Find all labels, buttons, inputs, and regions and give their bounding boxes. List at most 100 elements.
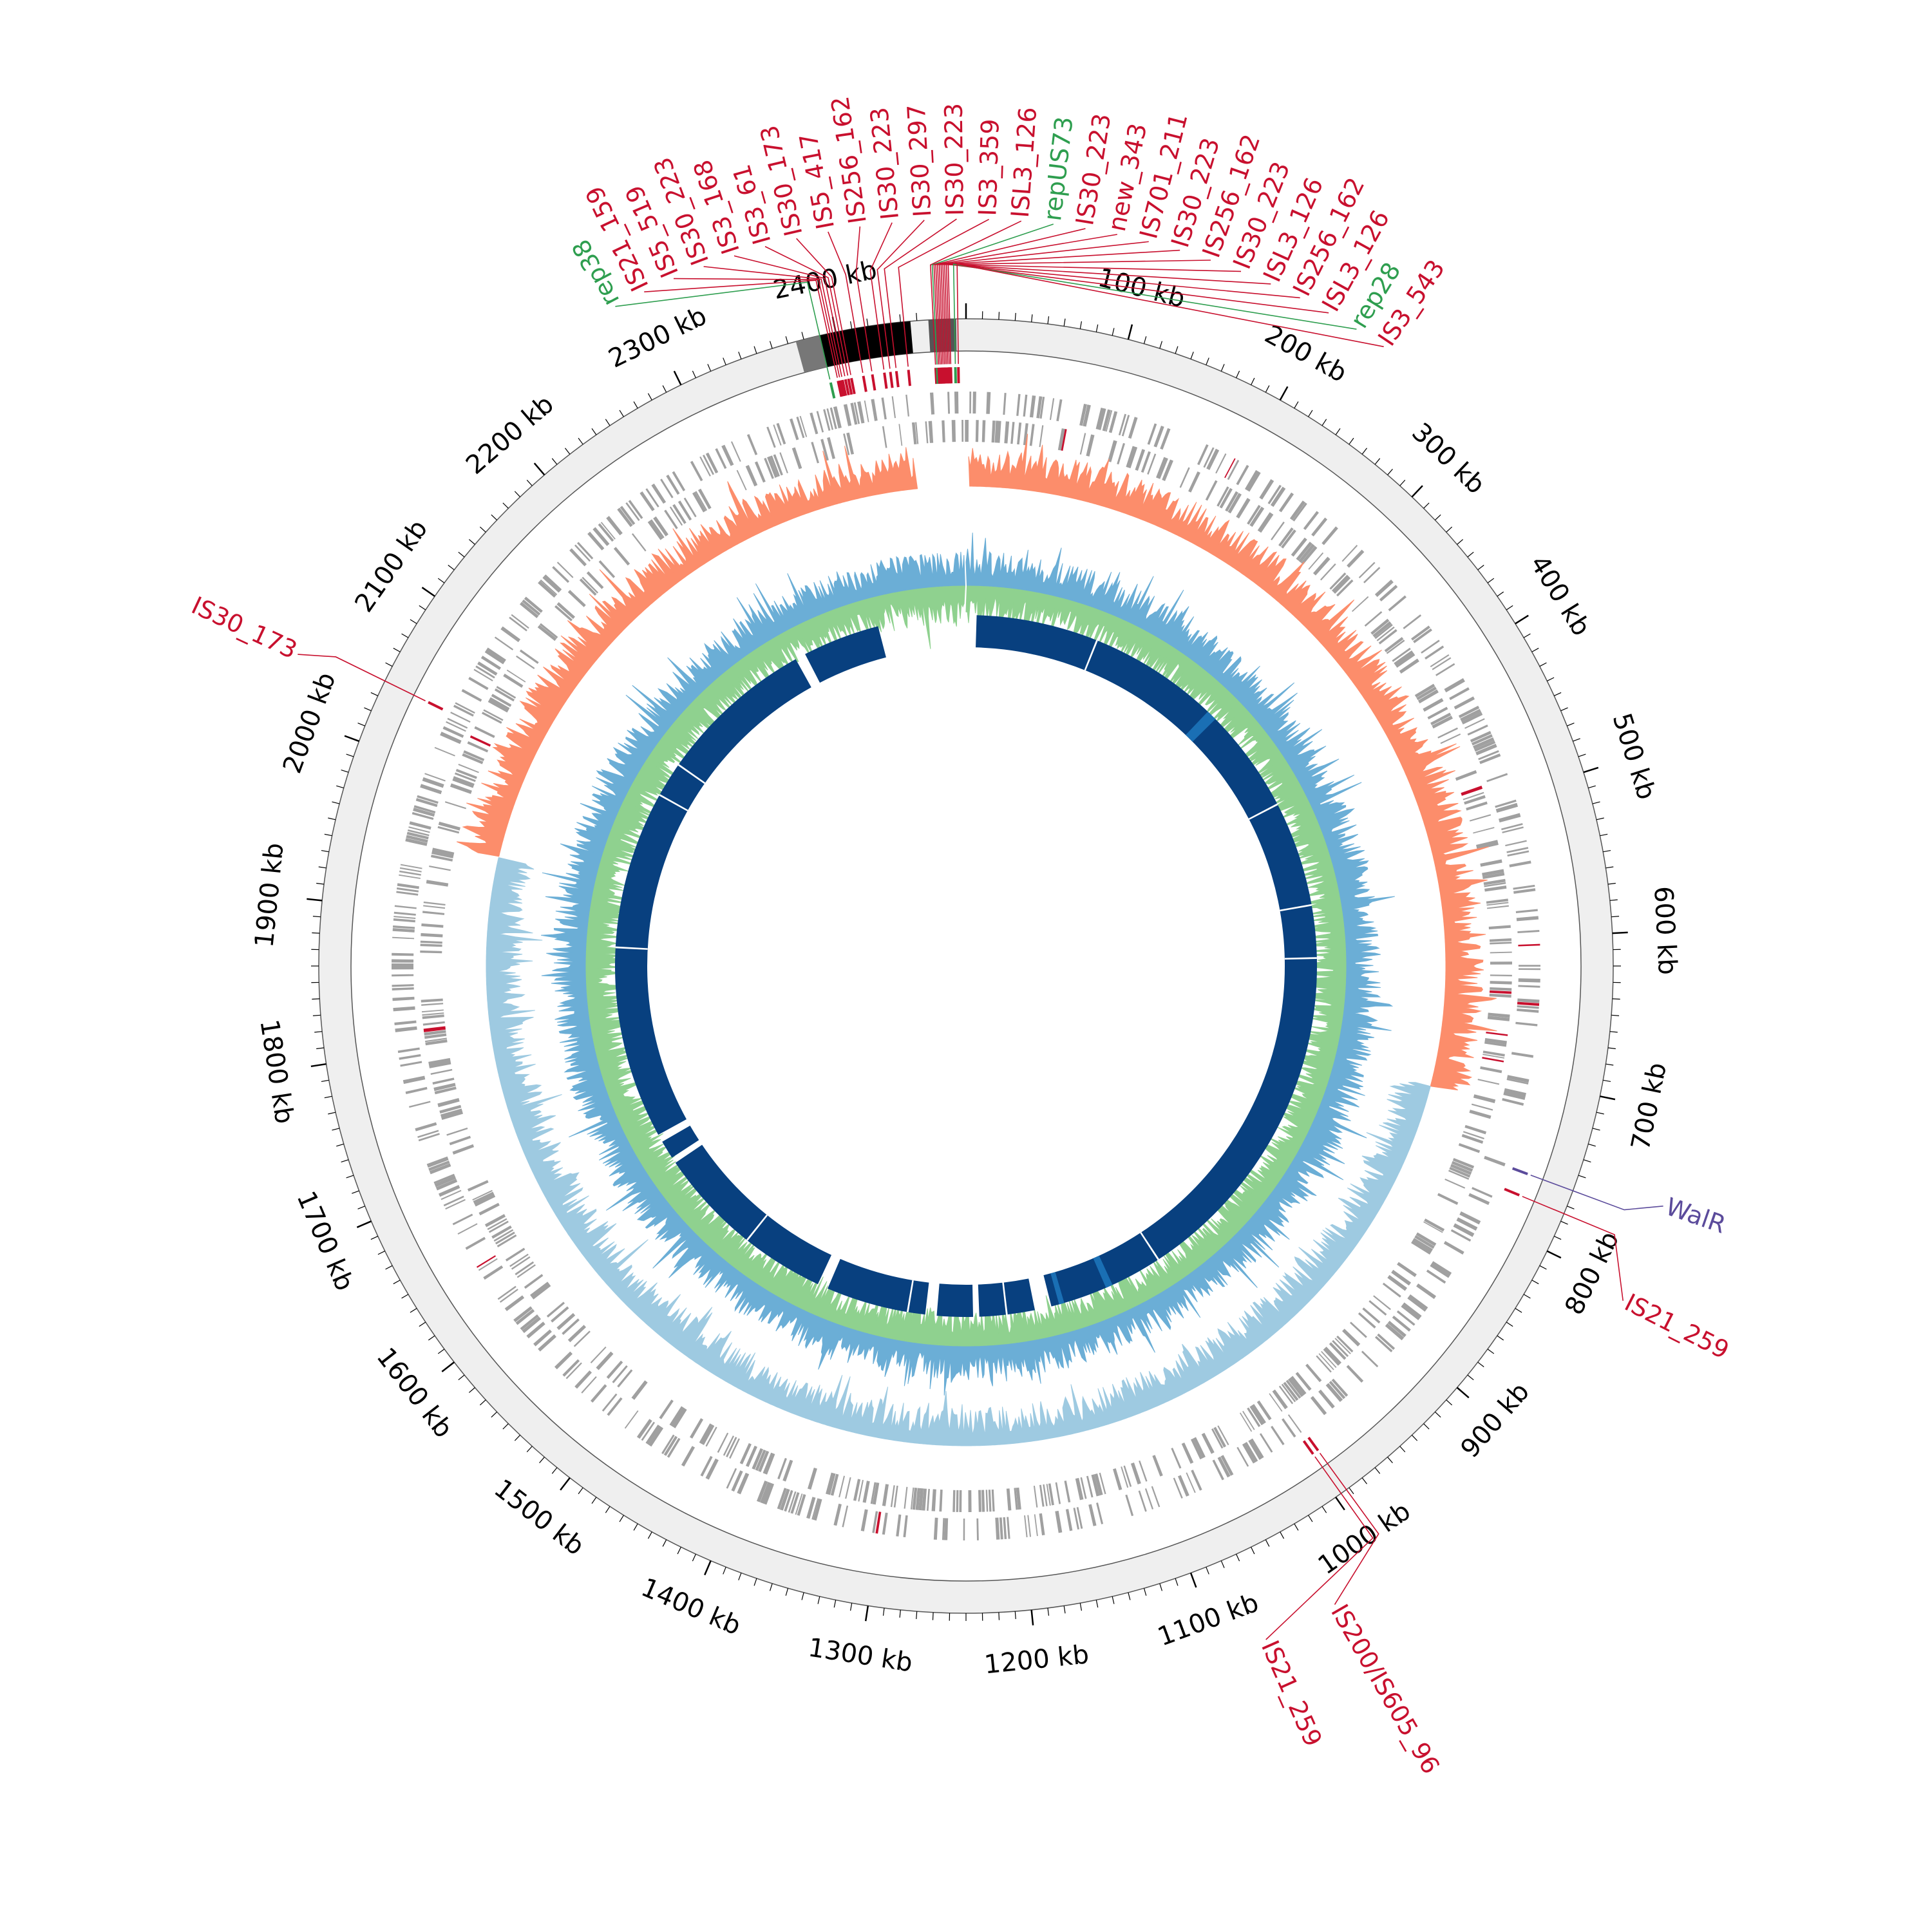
gene-block: [1123, 1465, 1132, 1487]
gene-block: [487, 1218, 507, 1231]
gene-block: [422, 1021, 445, 1026]
gene-block: [430, 1068, 453, 1075]
gene-block: [870, 1482, 876, 1504]
gene-block: [431, 850, 454, 858]
gene-block: [1094, 1473, 1103, 1496]
gene-block: [432, 1077, 455, 1085]
feature-marker: [883, 372, 888, 389]
gene-block: [1517, 1009, 1539, 1013]
minor-tick: [312, 916, 321, 918]
minor-tick: [1531, 1280, 1539, 1285]
gene-block: [758, 1450, 770, 1472]
gene-block: [397, 1047, 420, 1054]
gene-block: [1503, 1091, 1526, 1101]
gene-block: [394, 905, 417, 909]
minor-tick: [502, 502, 509, 509]
gene-block: [776, 422, 786, 445]
gene-block: [1430, 654, 1450, 668]
gene-block: [439, 1184, 460, 1197]
gene-block: [1308, 552, 1324, 570]
gene-block: [454, 772, 476, 782]
gene-block: [392, 952, 414, 956]
minor-tick: [357, 723, 365, 726]
gene-block: [746, 1445, 757, 1467]
minor-tick: [1547, 677, 1555, 681]
minor-tick: [1487, 578, 1495, 583]
gene-block: [991, 421, 996, 443]
feature-leader-line: [938, 249, 1180, 365]
minor-tick: [1531, 647, 1539, 652]
minor-tick: [866, 318, 869, 327]
feature-marker: [850, 377, 856, 395]
gene-block: [473, 668, 493, 682]
gene-block: [1211, 1428, 1224, 1449]
gene-block: [931, 1489, 936, 1511]
gene-block: [1401, 1305, 1420, 1321]
gene-block: [596, 1351, 614, 1370]
gene-block: [417, 1130, 439, 1139]
major-tick: [1546, 1250, 1562, 1259]
scale-tick-label: 700 kb: [1625, 1060, 1672, 1153]
gene-block: [1471, 1103, 1493, 1111]
gene-block: [509, 616, 527, 632]
gene-block: [1282, 1418, 1296, 1438]
gene-block: [415, 798, 438, 808]
feature-label: IS30_223: [865, 106, 904, 221]
gene-block: [1336, 1335, 1354, 1353]
gene-block: [511, 614, 529, 629]
gene-block: [554, 1351, 573, 1370]
gene-block: [1475, 840, 1499, 848]
gene-block: [981, 1490, 985, 1512]
gene-block: [811, 1498, 819, 1520]
gene-block: [582, 576, 599, 594]
gene-block: [952, 1490, 956, 1512]
minor-tick: [341, 1159, 349, 1163]
gene-block: [465, 1236, 486, 1250]
gene-block: [1378, 629, 1397, 645]
gene-block: [1121, 1466, 1129, 1488]
gene-block: [760, 1481, 772, 1504]
gene-block: [762, 1452, 772, 1473]
gene-block: [426, 1156, 449, 1168]
minor-tick: [419, 605, 426, 611]
gene-block: [445, 1198, 466, 1210]
gene-block: [1016, 393, 1021, 416]
gene-block: [1347, 549, 1365, 568]
gene-block: [435, 1179, 458, 1191]
gene-block: [1316, 1355, 1332, 1373]
gene-block: [405, 838, 428, 846]
minor-tick: [1014, 1611, 1016, 1620]
gene-block: [474, 726, 495, 738]
minor-tick: [662, 385, 667, 393]
gene-block: [1117, 442, 1126, 465]
blast-gap: [677, 764, 706, 784]
minor-tick: [1079, 321, 1083, 329]
gene-block: [1403, 614, 1422, 629]
minor-tick: [1553, 692, 1562, 696]
gene-block: [556, 601, 576, 620]
gene-block: [1249, 506, 1265, 527]
gene-block: [763, 1453, 775, 1475]
gene-block: [1377, 1333, 1396, 1350]
gene-block: [1298, 544, 1315, 563]
gene-block: [1236, 1446, 1249, 1467]
minor-tick: [1387, 1457, 1393, 1464]
gene-block: [986, 392, 991, 414]
gene-block: [1452, 1158, 1475, 1169]
gene-block: [1056, 399, 1063, 422]
gene-block: [1499, 813, 1521, 823]
gene-block: [1423, 1221, 1443, 1233]
gene-block: [1484, 1155, 1506, 1167]
gene-block: [473, 1191, 495, 1204]
blast-gap: [1140, 1232, 1159, 1260]
gene-block: [726, 1468, 737, 1489]
blast-gap: [746, 1214, 768, 1241]
gene-block: [393, 918, 415, 923]
gene-block: [1474, 740, 1496, 752]
gene-block: [552, 565, 570, 583]
gene-block: [1455, 770, 1477, 781]
gene-block: [1486, 898, 1509, 904]
minor-tick: [352, 1190, 359, 1194]
gene-block: [1382, 1282, 1401, 1298]
minor-tick: [1578, 753, 1586, 757]
